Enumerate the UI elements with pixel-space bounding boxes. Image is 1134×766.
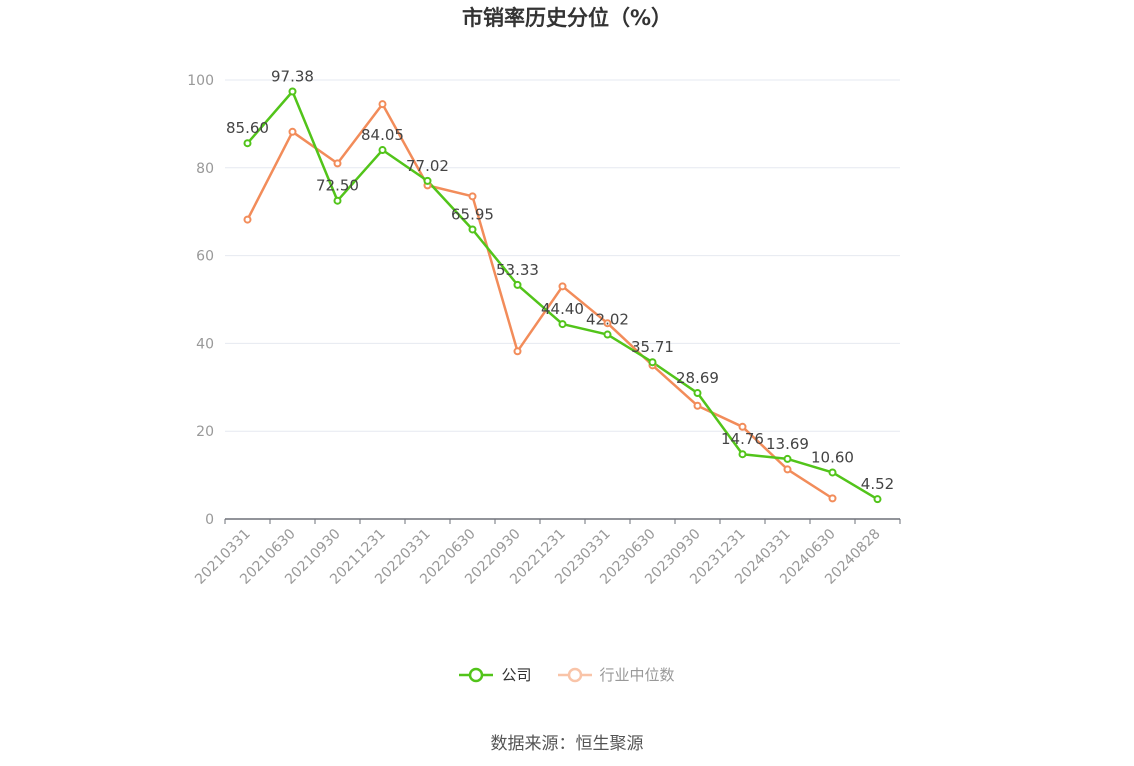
- data-label-company: 65.95: [451, 205, 494, 223]
- point-industry-median: [378, 100, 387, 109]
- data-label-company: 14.76: [721, 430, 764, 448]
- point-industry-median: [513, 347, 522, 356]
- y-tick-label: 0: [205, 512, 214, 528]
- data-label-company: 77.02: [406, 157, 449, 175]
- point-company: [648, 358, 657, 367]
- data-label-company: 35.71: [631, 338, 674, 356]
- point-industry-median: [828, 494, 837, 503]
- y-tick-label: 20: [196, 424, 214, 440]
- data-label-company: 84.05: [361, 126, 404, 144]
- data-source: 数据来源：恒生聚源: [490, 734, 644, 754]
- data-label-company: 42.02: [586, 311, 629, 329]
- legend-label-company: 公司: [501, 666, 532, 684]
- data-label-company: 44.40: [541, 300, 584, 318]
- point-industry-median: [693, 401, 702, 410]
- point-industry-median: [738, 422, 747, 431]
- axes: 0204060801002021033120210630202109302021…: [187, 73, 901, 588]
- point-industry-median: [468, 192, 477, 201]
- point-company: [288, 87, 297, 96]
- point-company: [423, 176, 432, 185]
- data-label-company: 28.69: [676, 369, 719, 387]
- point-industry-median: [288, 127, 297, 136]
- point-industry-median: [558, 282, 567, 291]
- legend-company-marker: [459, 667, 494, 682]
- data-label-company: 72.50: [316, 177, 359, 195]
- data-label-company: 13.69: [766, 435, 809, 453]
- data-label-company: 85.60: [226, 119, 269, 137]
- point-industry-median: [783, 465, 792, 474]
- point-company: [468, 225, 477, 234]
- point-company: [333, 196, 342, 205]
- point-industry-median: [333, 159, 342, 168]
- y-tick-label: 80: [196, 161, 214, 177]
- point-company: [828, 468, 837, 477]
- legend: 公司 行业中位数: [0, 664, 1134, 685]
- data-label-company: 53.33: [496, 261, 539, 279]
- legend-industry-marker: [557, 667, 592, 682]
- legend-label-industry-median: 行业中位数: [599, 666, 675, 684]
- y-tick-label: 100: [187, 73, 214, 89]
- point-company: [738, 450, 747, 459]
- data-label-company: 4.52: [861, 475, 894, 493]
- y-tick-label: 60: [196, 249, 214, 265]
- series-line-industry-median: [246, 102, 834, 500]
- point-company: [783, 454, 792, 463]
- legend-item-company[interactable]: 公司: [459, 664, 532, 685]
- point-industry-median: [243, 215, 252, 224]
- data-label-company: 10.60: [811, 448, 854, 466]
- grid-lines: [225, 79, 900, 432]
- point-company: [873, 495, 882, 504]
- point-company: [603, 330, 612, 339]
- y-tick-label: 40: [196, 336, 214, 352]
- point-company: [378, 146, 387, 155]
- legend-item-industry-median[interactable]: 行业中位数: [557, 664, 675, 685]
- data-points: [243, 87, 882, 504]
- point-industry-median: [603, 319, 612, 328]
- point-company: [558, 320, 567, 329]
- chart-title: 市销率历史分位（%）: [461, 6, 673, 30]
- point-company: [243, 139, 252, 148]
- point-company: [513, 280, 522, 289]
- point-company: [693, 389, 702, 398]
- data-label-company: 97.38: [271, 68, 314, 86]
